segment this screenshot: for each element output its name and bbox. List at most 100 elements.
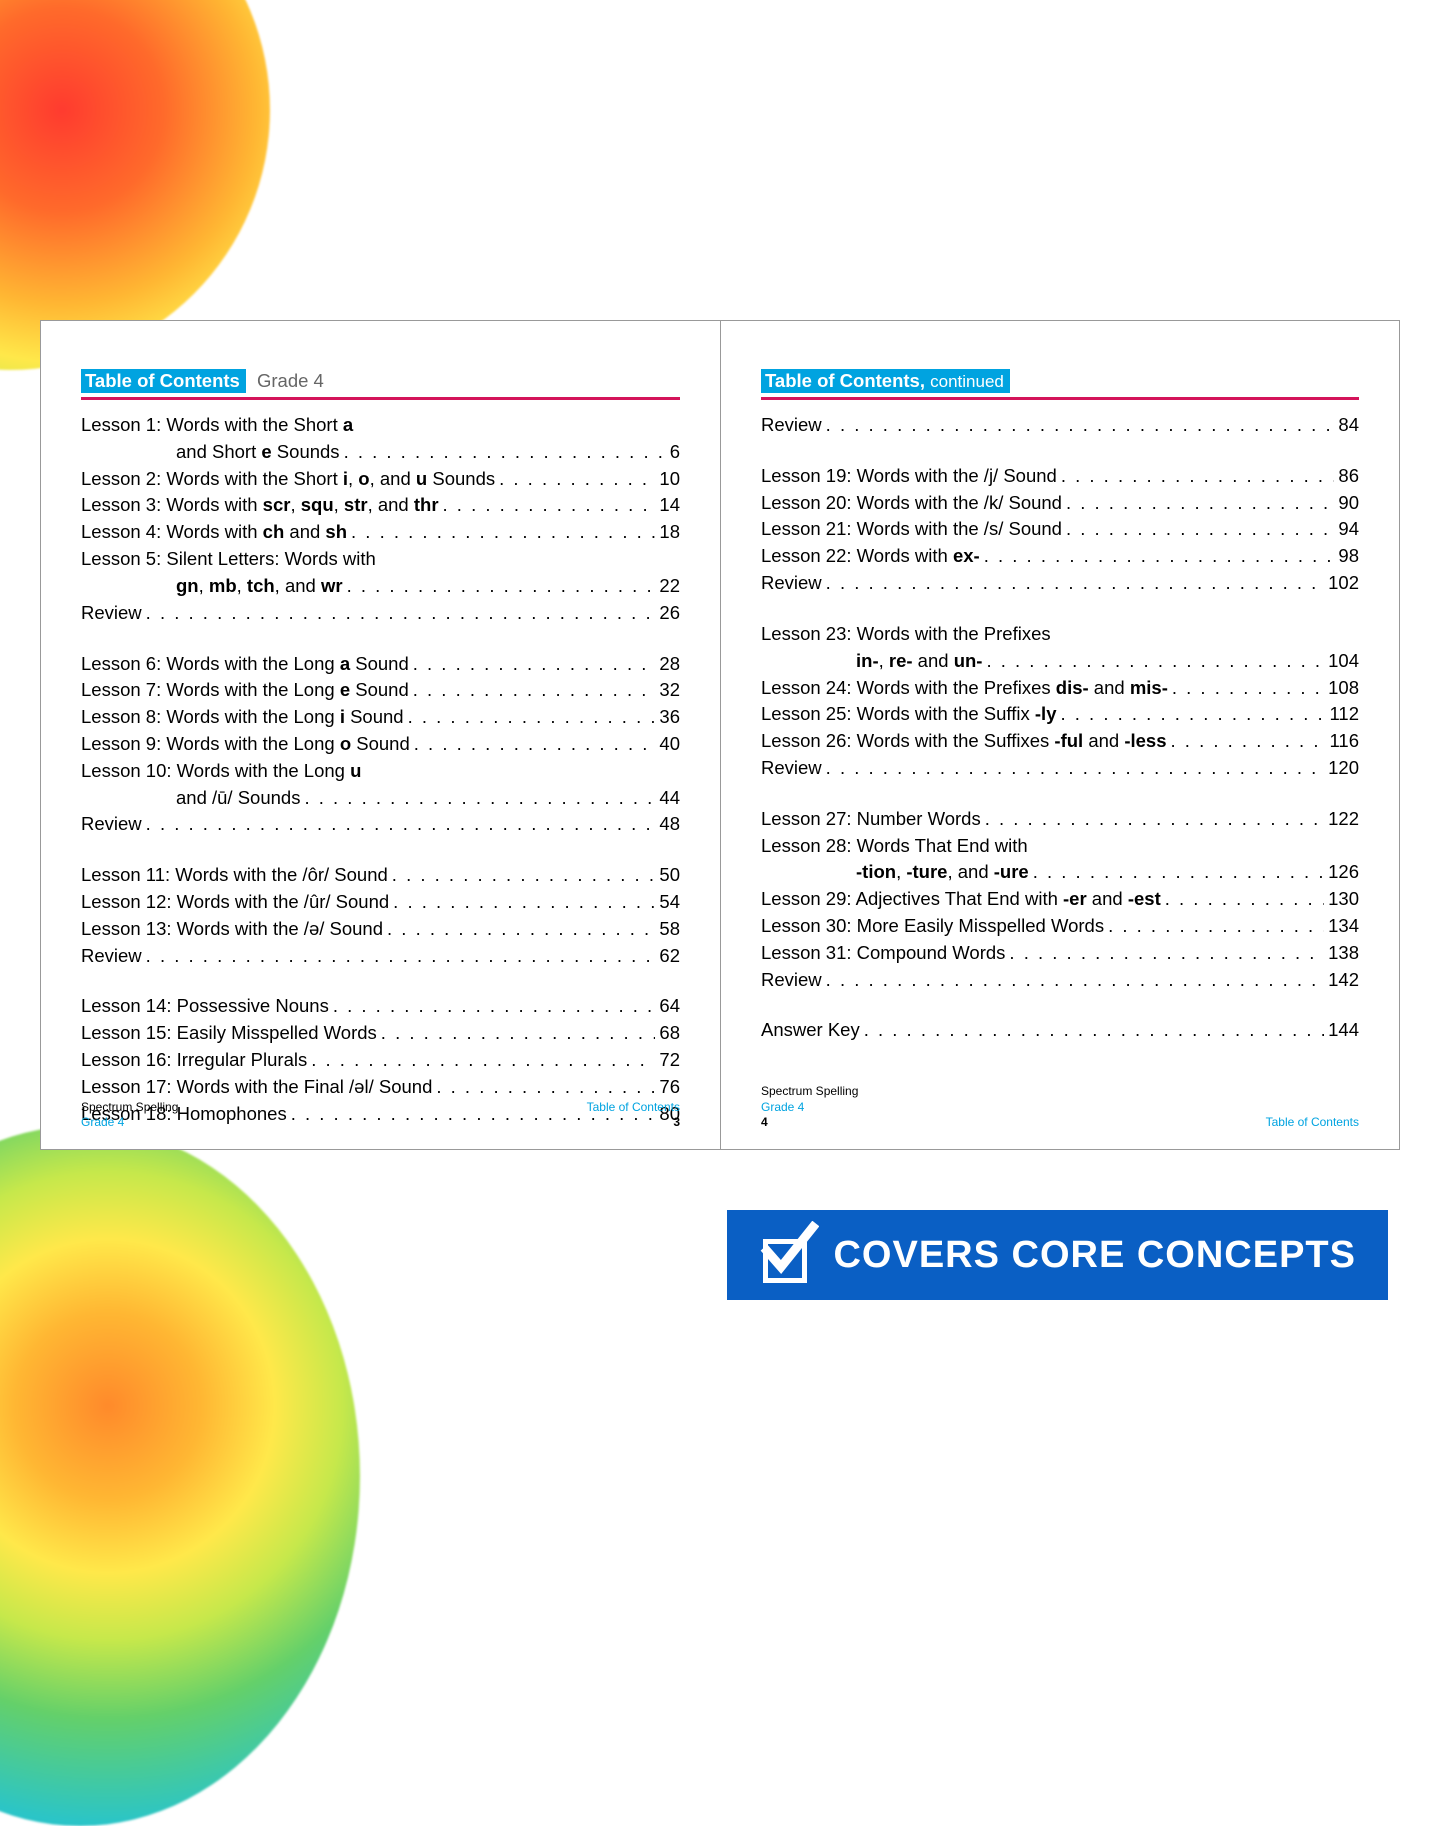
toc-entries-right: Review . . . . . . . . . . . . . . . . .… (761, 412, 1359, 1044)
toc-line: Lesson 8: Words with the Long i Sound . … (81, 704, 680, 731)
toc-page-number: 134 (1328, 913, 1359, 940)
toc-line-text: Lesson 21: Words with the /s/ Sound (761, 516, 1062, 543)
toc-line-text: Lesson 15: Easily Misspelled Words (81, 1020, 377, 1047)
toc-line: Lesson 3: Words with scr, squ, str, and … (81, 492, 680, 519)
dot-leader: . . . . . . . . . . . . . . . . . . . . … (351, 519, 655, 546)
toc-block: Lesson 6: Words with the Long a Sound . … (81, 651, 680, 839)
toc-entries-left: Lesson 1: Words with the Short aand Shor… (81, 412, 680, 1128)
toc-line-text: in-, re- and un- (761, 648, 982, 675)
toc-page-number: 84 (1338, 412, 1359, 439)
toc-page-number: 6 (670, 439, 680, 466)
toc-page-number: 90 (1338, 490, 1359, 517)
toc-line: Review . . . . . . . . . . . . . . . . .… (761, 412, 1359, 439)
toc-line-text: Lesson 10: Words with the Long u (81, 758, 361, 785)
dot-leader: . . . . . . . . . . . . . . . . . . . . … (436, 1074, 655, 1101)
footer-grade: Grade 4 (81, 1115, 178, 1131)
toc-page-number: 58 (659, 916, 680, 943)
toc-grade: Grade 4 (257, 370, 324, 391)
dot-leader: . . . . . . . . . . . . . . . . . . . . … (408, 704, 656, 731)
toc-page-number: 144 (1328, 1017, 1359, 1044)
toc-line: Lesson 19: Words with the /j/ Sound . . … (761, 463, 1359, 490)
dot-leader: . . . . . . . . . . . . . . . . . . . . … (864, 1017, 1324, 1044)
toc-line: Lesson 21: Words with the /s/ Sound . . … (761, 516, 1359, 543)
toc-line-text: Lesson 27: Number Words (761, 806, 981, 833)
toc-line-text: Review (81, 943, 142, 970)
dot-leader: . . . . . . . . . . . . . . . . . . . . … (826, 412, 1335, 439)
checkmark-icon (755, 1227, 811, 1283)
dot-leader: . . . . . . . . . . . . . . . . . . . . … (347, 573, 656, 600)
toc-page-number: 102 (1328, 570, 1359, 597)
toc-line: and /ū/ Sounds . . . . . . . . . . . . .… (81, 785, 680, 812)
toc-line-text: Lesson 28: Words That End with (761, 833, 1028, 860)
toc-page-number: 122 (1328, 806, 1359, 833)
toc-line-text: Lesson 7: Words with the Long e Sound (81, 677, 409, 704)
toc-page-number: 64 (659, 993, 680, 1020)
dot-leader: . . . . . . . . . . . . . . . . . . . . … (311, 1047, 655, 1074)
toc-page-number: 36 (659, 704, 680, 731)
toc-line: Lesson 31: Compound Words . . . . . . . … (761, 940, 1359, 967)
toc-page-number: 10 (659, 466, 680, 493)
footer-page-number: 4 (761, 1115, 858, 1131)
toc-line: Review . . . . . . . . . . . . . . . . .… (761, 755, 1359, 782)
footer-page-number: 3 (587, 1115, 680, 1131)
dot-leader: . . . . . . . . . . . . . . . . . . . . … (1033, 859, 1324, 886)
footer-book: Spectrum Spelling (761, 1084, 858, 1100)
toc-block: Review . . . . . . . . . . . . . . . . .… (761, 412, 1359, 439)
toc-page-number: 72 (659, 1047, 680, 1074)
toc-line-text: Lesson 23: Words with the Prefixes (761, 621, 1051, 648)
toc-page-number: 18 (659, 519, 680, 546)
toc-page-number: 44 (659, 785, 680, 812)
toc-page-number: 62 (659, 943, 680, 970)
footer-section-label: Table of Contents (1266, 1115, 1359, 1131)
dot-leader: . . . . . . . . . . . . . . . . . . . . … (413, 651, 656, 678)
toc-line: -tion, -ture, and -ure . . . . . . . . .… (761, 859, 1359, 886)
toc-badge: Table of Contents (81, 369, 246, 393)
toc-line-text: Review (761, 755, 822, 782)
toc-line: Lesson 12: Words with the /ûr/ Sound . .… (81, 889, 680, 916)
toc-line-text: Lesson 19: Words with the /j/ Sound (761, 463, 1057, 490)
toc-block: Lesson 11: Words with the /ôr/ Sound . .… (81, 862, 680, 969)
toc-line: Lesson 20: Words with the /k/ Sound . . … (761, 490, 1359, 517)
toc-heading-right: Table of Contents, continued (761, 369, 1359, 393)
dot-leader: . . . . . . . . . . . . . . . . . . . . … (1171, 728, 1326, 755)
toc-page-number: 68 (659, 1020, 680, 1047)
toc-line: Lesson 17: Words with the Final /əl/ Sou… (81, 1074, 680, 1101)
toc-line: Lesson 6: Words with the Long a Sound . … (81, 651, 680, 678)
gradient-blob-top (0, 0, 270, 370)
toc-line: Lesson 16: Irregular Plurals . . . . . .… (81, 1047, 680, 1074)
footer-section-label: Table of Contents (587, 1100, 680, 1116)
dot-leader: . . . . . . . . . . . . . . . . . . . . … (826, 570, 1324, 597)
toc-page-number: 142 (1328, 967, 1359, 994)
toc-line: Lesson 5: Silent Letters: Words with (81, 546, 680, 573)
dot-leader: . . . . . . . . . . . . . . . . . . . . … (1108, 913, 1324, 940)
covers-core-concepts-banner: COVERS CORE CONCEPTS (727, 1210, 1388, 1300)
dot-leader: . . . . . . . . . . . . . . . . . . . . … (146, 943, 656, 970)
toc-line-text: and Short e Sounds (81, 439, 340, 466)
toc-block: Lesson 19: Words with the /j/ Sound . . … (761, 463, 1359, 597)
toc-page-number: 98 (1338, 543, 1359, 570)
toc-line: Lesson 15: Easily Misspelled Words . . .… (81, 1020, 680, 1047)
toc-line-text: Lesson 14: Possessive Nouns (81, 993, 329, 1020)
toc-block: Answer Key . . . . . . . . . . . . . . .… (761, 1017, 1359, 1044)
toc-line: Lesson 23: Words with the Prefixes (761, 621, 1359, 648)
dot-leader: . . . . . . . . . . . . . . . . . . . . … (1066, 516, 1334, 543)
toc-line: Lesson 26: Words with the Suffixes -ful … (761, 728, 1359, 755)
toc-line: Lesson 7: Words with the Long e Sound . … (81, 677, 680, 704)
dot-leader: . . . . . . . . . . . . . . . . . . . . … (413, 677, 656, 704)
toc-line-text: Review (761, 570, 822, 597)
toc-line-text: Lesson 26: Words with the Suffixes -ful … (761, 728, 1167, 755)
toc-block: Lesson 23: Words with the Prefixesin-, r… (761, 621, 1359, 782)
toc-line: Lesson 1: Words with the Short a (81, 412, 680, 439)
toc-page-number: 22 (659, 573, 680, 600)
toc-line-text: Lesson 12: Words with the /ûr/ Sound (81, 889, 389, 916)
toc-page-number: 126 (1328, 859, 1359, 886)
toc-line: Lesson 28: Words That End with (761, 833, 1359, 860)
dot-leader: . . . . . . . . . . . . . . . . . . . . … (1066, 490, 1334, 517)
toc-line: Lesson 24: Words with the Prefixes dis- … (761, 675, 1359, 702)
toc-page-number: 40 (659, 731, 680, 758)
dot-leader: . . . . . . . . . . . . . . . . . . . . … (826, 967, 1324, 994)
toc-line-text: Lesson 8: Words with the Long i Sound (81, 704, 404, 731)
toc-line: Lesson 25: Words with the Suffix -ly . .… (761, 701, 1359, 728)
toc-heading-left: Table of Contents Grade 4 (81, 369, 680, 393)
toc-line: Review . . . . . . . . . . . . . . . . .… (81, 600, 680, 627)
